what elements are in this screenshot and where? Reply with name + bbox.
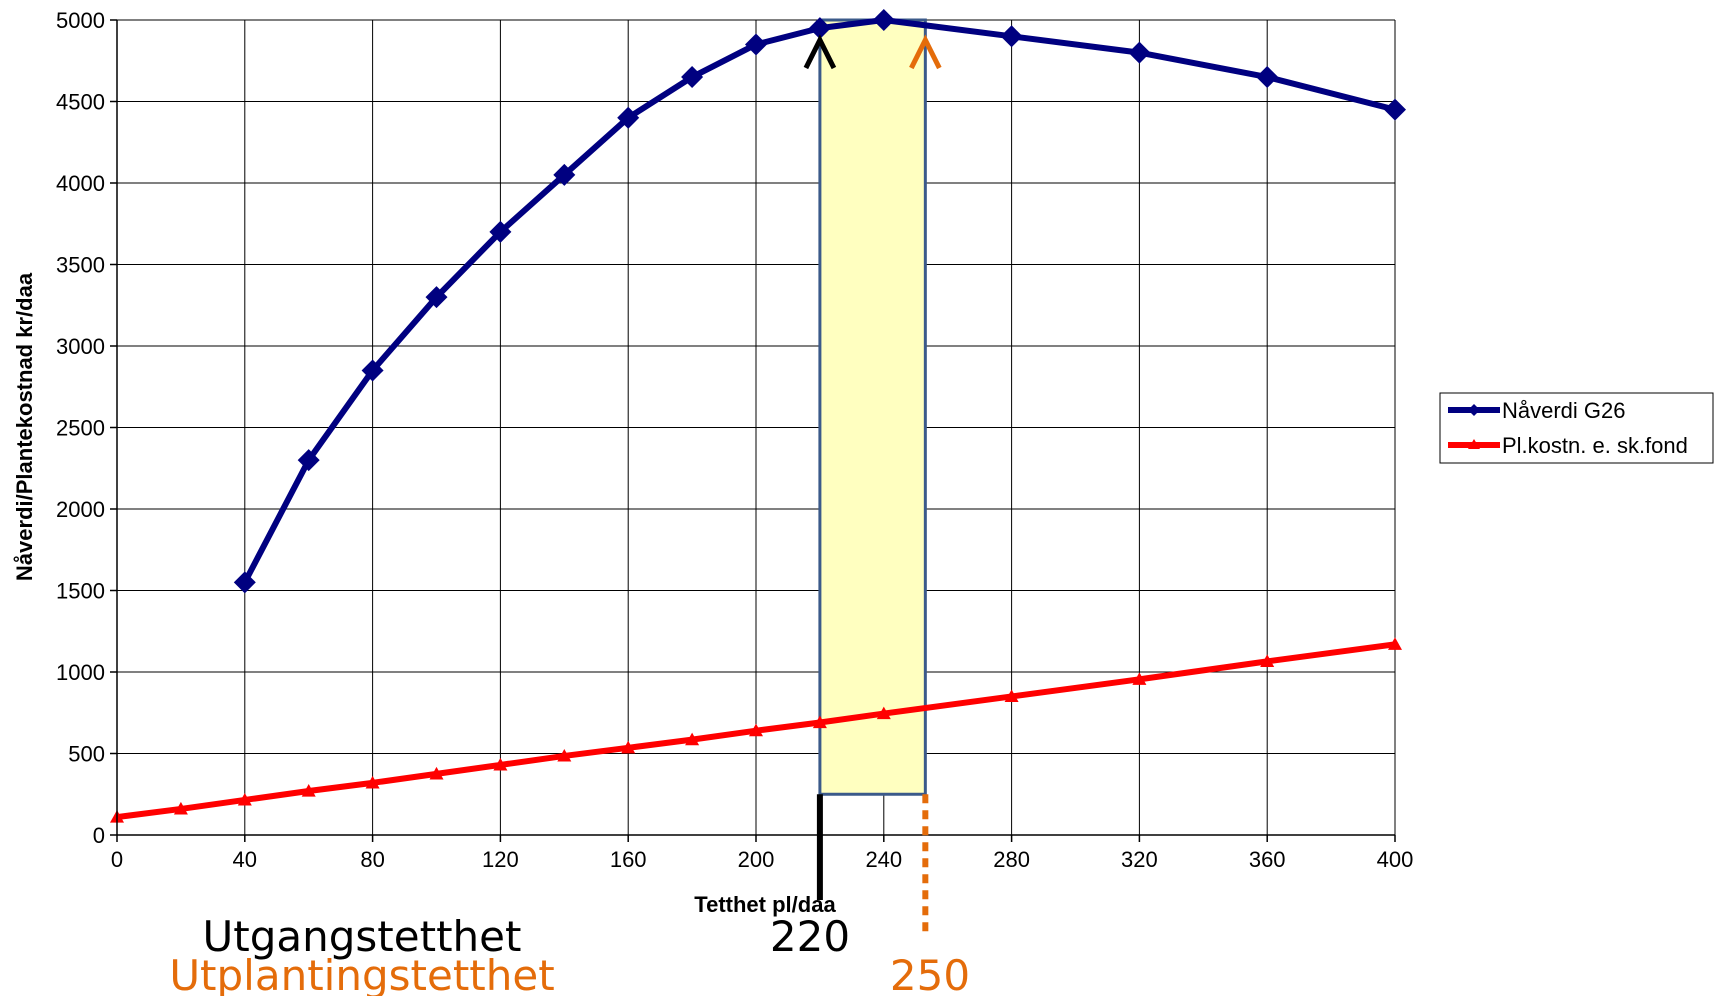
data-point-triangle <box>237 792 252 806</box>
y-tick-label: 2000 <box>56 497 105 522</box>
utgang-label: Utgangstetthet <box>203 912 522 961</box>
x-tick-label: 120 <box>482 847 519 872</box>
data-point-diamond <box>233 571 256 594</box>
data-point-triangle <box>621 740 636 754</box>
y-axis-title: Nåverdi/Plantekostnad kr/daa <box>12 272 37 581</box>
y-tick-label: 0 <box>93 823 105 848</box>
tick-labels: 0 40 80 120 160 200 240 280 320 360 40005001000150… <box>56 8 1413 872</box>
legend-box <box>1439 392 1714 464</box>
data-point-diamond <box>1384 98 1406 121</box>
data-point-triangle <box>429 766 444 780</box>
x-tick-label: 320 <box>1121 847 1158 872</box>
annotation-markers <box>803 34 942 936</box>
data-point-triangle <box>812 715 827 729</box>
x-tick-label: 200 <box>738 847 775 872</box>
data-point-diamond <box>1256 66 1279 89</box>
utplanting-value: 250 <box>890 951 970 996</box>
data-point-diamond <box>1128 41 1151 64</box>
legend-label-plkostn: Pl.kostn. e. sk.fond <box>1502 433 1688 458</box>
data-point-triangle <box>365 775 380 789</box>
data-point-diamond <box>808 17 831 40</box>
data-point-triangle <box>493 757 508 771</box>
data-point-triangle <box>1132 672 1147 685</box>
data-point-diamond <box>361 359 384 382</box>
data-point-triangle <box>749 723 763 737</box>
data-point-diamond <box>617 106 640 129</box>
y-tick-label: 2500 <box>56 416 105 441</box>
data-point-diamond <box>1000 25 1023 48</box>
data-point-triangle <box>173 801 188 815</box>
y-tick-label: 4500 <box>56 90 105 115</box>
legend-label-naverdi: Nåverdi G26 <box>1502 398 1626 423</box>
y-tick-label: 500 <box>68 742 105 767</box>
data-point-triangle <box>1004 689 1019 703</box>
data-point-triangle <box>557 748 572 762</box>
data-point-diamond <box>425 286 448 309</box>
x-tick-label: 0 <box>111 847 123 872</box>
data-point-triangle <box>685 732 700 746</box>
y-tick-label: 3500 <box>56 253 105 278</box>
legend: Nåverdi G26 Pl.kostn. e. sk.fond <box>1439 392 1714 464</box>
utgang-arrow <box>803 34 837 70</box>
data-point-triangle <box>1388 637 1402 650</box>
axes <box>110 19 1396 842</box>
x-tick-label: 40 <box>233 847 257 872</box>
data-point-diamond <box>745 33 767 56</box>
x-tick-label: 280 <box>993 847 1030 872</box>
y-tick-label: 1000 <box>56 660 105 685</box>
x-tick-label: 240 <box>865 847 902 872</box>
data-point-diamond <box>489 220 512 243</box>
legend-marker-naverdi <box>1468 404 1480 416</box>
y-tick-label: 5000 <box>56 8 105 33</box>
y-tick-label: 1500 <box>56 579 105 604</box>
gridlines <box>116 19 1396 836</box>
x-tick-label: 360 <box>1249 847 1286 872</box>
y-tick-label: 3000 <box>56 334 105 359</box>
data-point-diamond <box>553 163 576 186</box>
x-tick-label: 80 <box>360 847 384 872</box>
data-point-diamond <box>297 449 320 472</box>
utgang-value: 220 <box>770 912 850 961</box>
y-tick-label: 4000 <box>56 171 105 196</box>
data-point-diamond <box>872 9 895 31</box>
x-tick-label: 160 <box>610 847 647 872</box>
x-tick-label: 400 <box>1377 847 1414 872</box>
data-point-triangle <box>1260 654 1275 668</box>
series-layer <box>110 9 1406 823</box>
data-point-diamond <box>681 66 704 89</box>
x-axis-title: Tetthet pl/daa <box>694 892 836 917</box>
utplanting-arrow <box>909 34 942 70</box>
data-point-triangle <box>876 706 891 720</box>
data-point-triangle <box>301 783 316 797</box>
legend-marker-plkostn <box>1468 439 1480 449</box>
highlight-band <box>818 18 927 796</box>
utplanting-label: Utplantingstetthet <box>169 951 554 996</box>
